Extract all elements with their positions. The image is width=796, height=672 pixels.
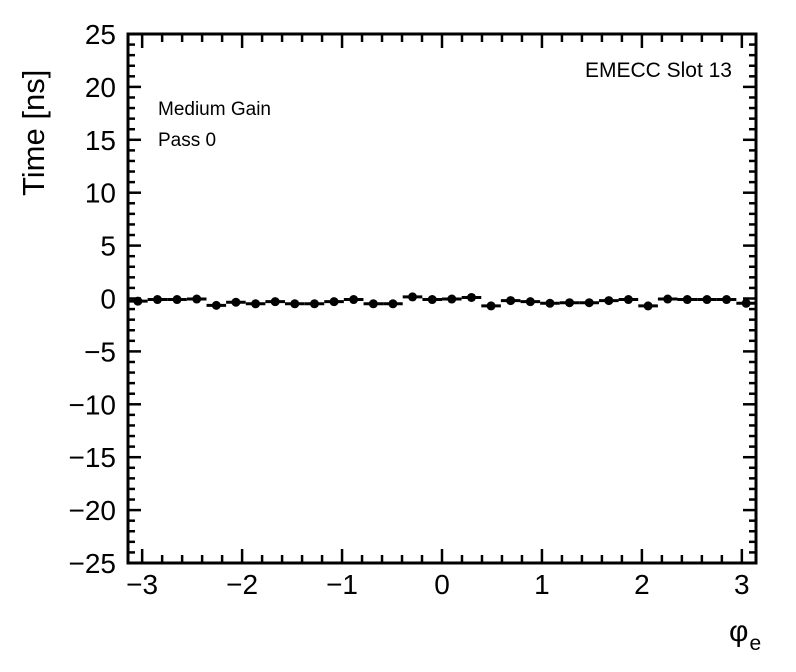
y-axis-title: Time [ns] — [16, 69, 51, 196]
data-point-marker — [133, 296, 143, 306]
data-point-marker — [741, 298, 751, 308]
data-point-marker — [368, 299, 378, 309]
y-tick-label: −20 — [69, 495, 117, 526]
data-point-marker — [702, 295, 712, 305]
data-point-marker — [172, 295, 182, 305]
data-point-marker — [623, 295, 633, 305]
data-point-marker — [466, 292, 476, 302]
y-tick-label: −10 — [69, 389, 117, 420]
pass-label: Pass 0 — [158, 130, 217, 151]
x-axis-title: φe — [729, 615, 761, 655]
data-point-marker — [349, 295, 359, 305]
data-point-marker — [211, 300, 221, 310]
x-tick-label: 0 — [434, 569, 450, 600]
phi-symbol: φ — [729, 615, 749, 648]
x-tick-label: 3 — [734, 569, 750, 600]
gain-label: Medium Gain — [158, 99, 271, 120]
x-tick-label: −2 — [226, 569, 258, 600]
y-tick-label: 20 — [85, 72, 116, 103]
x-tick-label: 1 — [534, 569, 550, 600]
data-point-marker — [682, 295, 692, 305]
data-point-marker — [270, 297, 280, 307]
y-tick-label: 15 — [85, 125, 116, 156]
y-tick-label: −15 — [69, 442, 117, 473]
data-point-marker — [486, 301, 496, 311]
data-point-marker — [545, 298, 555, 308]
data-point-marker — [584, 298, 594, 308]
x-tick-label: −3 — [126, 569, 158, 600]
data-point-marker — [231, 297, 241, 307]
data-point-marker — [309, 299, 319, 309]
y-tick-label: 0 — [100, 284, 116, 315]
data-point-marker — [525, 297, 535, 307]
x-tick-label: −1 — [326, 569, 358, 600]
data-point-marker — [192, 294, 202, 304]
y-tick-label: 5 — [100, 231, 116, 262]
data-point-marker — [506, 296, 516, 306]
data-point-marker — [290, 299, 300, 309]
data-point-marker — [565, 298, 575, 308]
data-point-marker — [447, 294, 457, 304]
y-tick-label: −25 — [69, 548, 117, 579]
data-point-marker — [427, 295, 437, 305]
data-point-marker — [152, 295, 162, 305]
y-tick-label: 10 — [85, 178, 116, 209]
data-point-marker — [408, 292, 418, 302]
y-tick-label: 25 — [85, 19, 116, 50]
data-point-marker — [663, 294, 673, 304]
phi-subscript: e — [749, 632, 762, 655]
y-tick-label: −5 — [84, 336, 116, 367]
data-point-marker — [604, 296, 614, 306]
data-point-marker — [388, 299, 398, 309]
data-point-marker — [329, 297, 339, 307]
detector-slot-label: EMECC Slot 13 — [584, 59, 732, 82]
x-tick-label: 2 — [634, 569, 650, 600]
data-point-marker — [643, 301, 653, 311]
data-point-marker — [722, 295, 732, 305]
data-point-marker — [251, 299, 261, 309]
